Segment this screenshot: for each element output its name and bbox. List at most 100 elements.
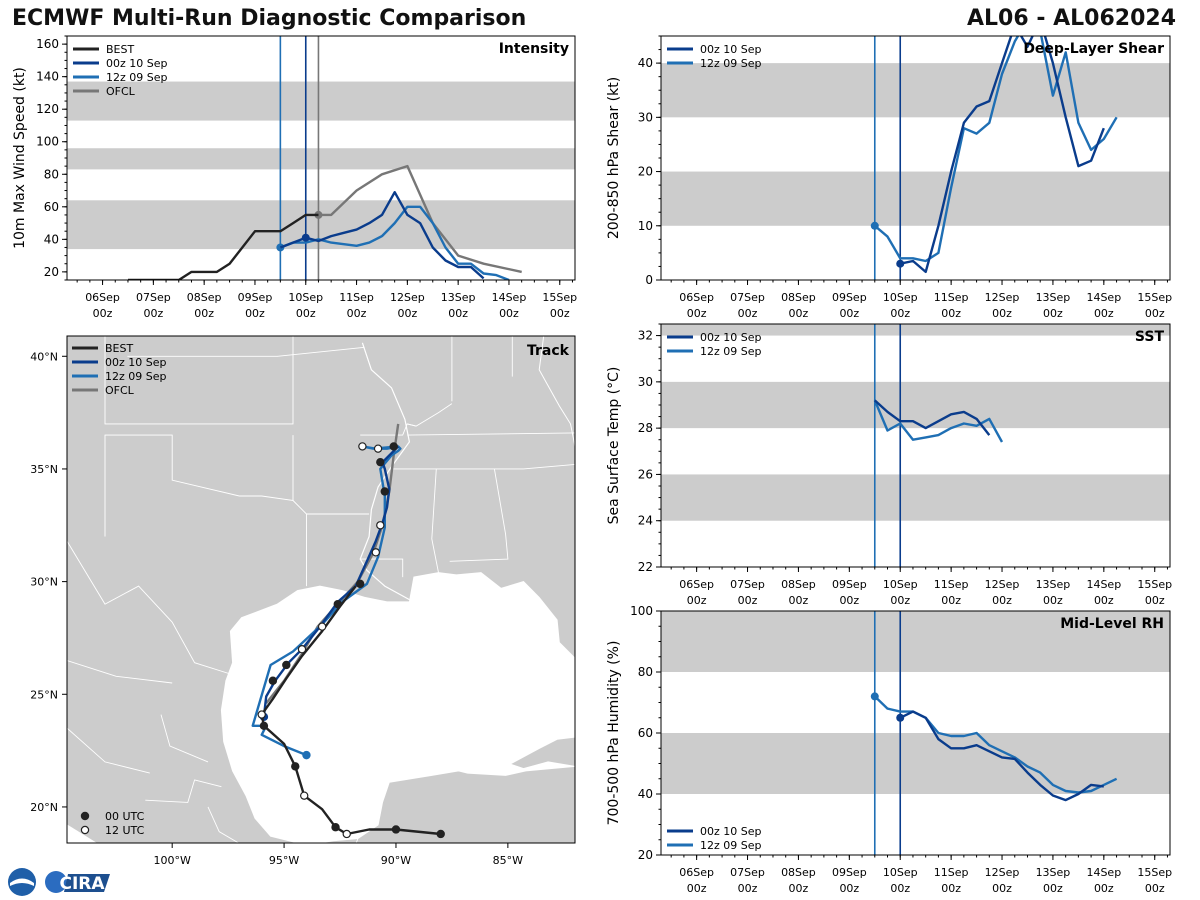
- track-lat-label: 30°N: [30, 576, 58, 589]
- intensity-ytick-label: 40: [44, 232, 59, 246]
- rh-xtick-label: 09Sep: [832, 866, 867, 879]
- shear-panel: 0 10 20 30 40 06Sep 00z 07Sep 00z 08Sep 00z 09Sep 00…: [606, 35, 1172, 320]
- shear-xtick-label: 15Sep: [1137, 291, 1172, 304]
- intensity-xtick-label: 10Sep: [288, 291, 323, 304]
- rh-xtick-label: 12Sep: [985, 866, 1020, 879]
- intensity-series-00z-10-sep: [279, 190, 485, 280]
- intensity-ytick-label: 80: [44, 167, 59, 181]
- rh-legend-label: 12z 09 Sep: [700, 839, 762, 852]
- track-best-point: [376, 457, 385, 467]
- rh-title: Mid-Level RH: [1060, 616, 1164, 632]
- sst-ytick-label: 30: [638, 375, 653, 389]
- sst-xtick-label: 00z: [789, 594, 809, 607]
- rh-xtick-label: 06Sep: [679, 866, 714, 879]
- figure-title: ECMWF Multi-Run Diagnostic Comparison: [12, 6, 527, 31]
- track-best-point: [376, 521, 385, 530]
- rh-xtick-label: 00z: [1094, 882, 1114, 895]
- intensity-xtick-label: 13Sep: [441, 291, 476, 304]
- rh-xtick-label: 14Sep: [1086, 866, 1121, 879]
- state-border: [127, 346, 365, 357]
- intensity-ytick-label: 160: [36, 37, 59, 51]
- rh-ytick-label: 20: [638, 848, 653, 862]
- intensity-xtick-label: 12Sep: [390, 291, 425, 304]
- state-border: [360, 558, 404, 578]
- shear-xtick-label: 13Sep: [1036, 291, 1071, 304]
- rh-init-marker: [870, 692, 879, 701]
- track-frame: [66, 335, 576, 844]
- intensity-init-marker: [301, 233, 310, 242]
- sst-ytick-label: 26: [638, 467, 653, 481]
- shear-xtick-label: 07Sep: [730, 291, 765, 304]
- intensity-xtick-label: 00z: [550, 307, 570, 320]
- track-best-point: [333, 599, 342, 609]
- svg-text:CIRA: CIRA: [59, 874, 105, 894]
- sst-title: SST: [1135, 329, 1165, 345]
- track-best-point: [342, 829, 351, 839]
- intensity-title: Intensity: [499, 41, 569, 57]
- shear-xtick-label: 00z: [839, 307, 859, 320]
- sst-xtick-label: 00z: [738, 594, 758, 607]
- intensity-legend-label: 00z 10 Sep: [106, 57, 168, 70]
- rh-xtick-label: 00z: [890, 882, 910, 895]
- rh-xtick-label: 13Sep: [1036, 866, 1071, 879]
- intensity-xtick-label: 00z: [245, 307, 265, 320]
- shear-ytick-label: 10: [638, 219, 653, 233]
- intensity-ytick-label: 140: [36, 70, 59, 84]
- intensity-xtick-label: 08Sep: [187, 291, 222, 304]
- rh-xtick-label: 00z: [1145, 882, 1165, 895]
- intensity-xtick-label: 09Sep: [238, 291, 273, 304]
- shear-xtick-label: 12Sep: [985, 291, 1020, 304]
- track-best-point: [257, 710, 266, 719]
- shear-ytick-label: 40: [638, 56, 653, 70]
- intensity-xtick-label: 00z: [296, 307, 316, 320]
- track-best-point: [291, 762, 300, 771]
- shear-shaded-band: [661, 63, 1170, 118]
- track-lon-label: 90°W: [381, 854, 411, 867]
- sst-xtick-label: 00z: [1094, 594, 1114, 607]
- track-legend-label: BEST: [105, 342, 133, 355]
- intensity-shaded-band: [67, 200, 575, 250]
- intensity-shaded-band: [67, 148, 575, 170]
- rh-xtick-label: 08Sep: [781, 866, 816, 879]
- sst-shaded-band: [661, 474, 1170, 521]
- cira-globe-icon: [45, 871, 67, 893]
- shear-xtick-label: 11Sep: [934, 291, 969, 304]
- track-best-point: [355, 579, 365, 589]
- state-border: [160, 714, 209, 763]
- sst-shaded-band: [661, 324, 1170, 336]
- track-12z-09-sep: [251, 445, 402, 757]
- state-border: [104, 336, 294, 425]
- shear-xtick-label: 00z: [687, 307, 707, 320]
- intensity-xtick-label: 00z: [347, 307, 367, 320]
- shear-xtick-label: 00z: [941, 307, 961, 320]
- intensity-legend-label: BEST: [106, 43, 134, 56]
- intensity-xtick-label: 00z: [194, 307, 214, 320]
- sst-legend-label: 00z 10 Sep: [700, 331, 762, 344]
- rh-ytick-label: 80: [638, 665, 653, 679]
- shear-xtick-label: 06Sep: [679, 291, 714, 304]
- intensity-xtick-label: 14Sep: [492, 291, 527, 304]
- sst-frame: [660, 323, 1171, 568]
- track-best-point: [380, 487, 389, 496]
- shear-xtick-label: 00z: [1094, 307, 1114, 320]
- rh-shaded-band: [661, 611, 1170, 672]
- sst-ytick-label: 22: [638, 560, 653, 574]
- rh-ylabel: 700-500 hPa Humidity (%): [606, 641, 622, 826]
- shear-series-12z-09-sep: [874, 36, 1118, 263]
- track-best-point: [391, 825, 401, 834]
- rh-ytick-label: 40: [638, 787, 653, 801]
- track-best-point: [317, 622, 327, 631]
- sst-xtick-label: 00z: [687, 594, 707, 607]
- sst-series-00z-10-sep: [873, 399, 991, 436]
- track-legend-label: 12z 09 Sep: [105, 370, 167, 383]
- shear-xtick-label: 00z: [1043, 307, 1063, 320]
- sst-ytick-label: 24: [638, 514, 653, 528]
- shear-xtick-label: 09Sep: [832, 291, 867, 304]
- shear-ytick-label: 0: [645, 273, 653, 287]
- intensity-ytick-label: 120: [36, 102, 59, 116]
- rh-xtick-label: 00z: [738, 882, 758, 895]
- rh-init-marker: [896, 713, 905, 722]
- sst-xtick-label: 08Sep: [781, 578, 816, 591]
- intensity-xtick-label: 00z: [448, 307, 468, 320]
- shear-xtick-label: 14Sep: [1086, 291, 1121, 304]
